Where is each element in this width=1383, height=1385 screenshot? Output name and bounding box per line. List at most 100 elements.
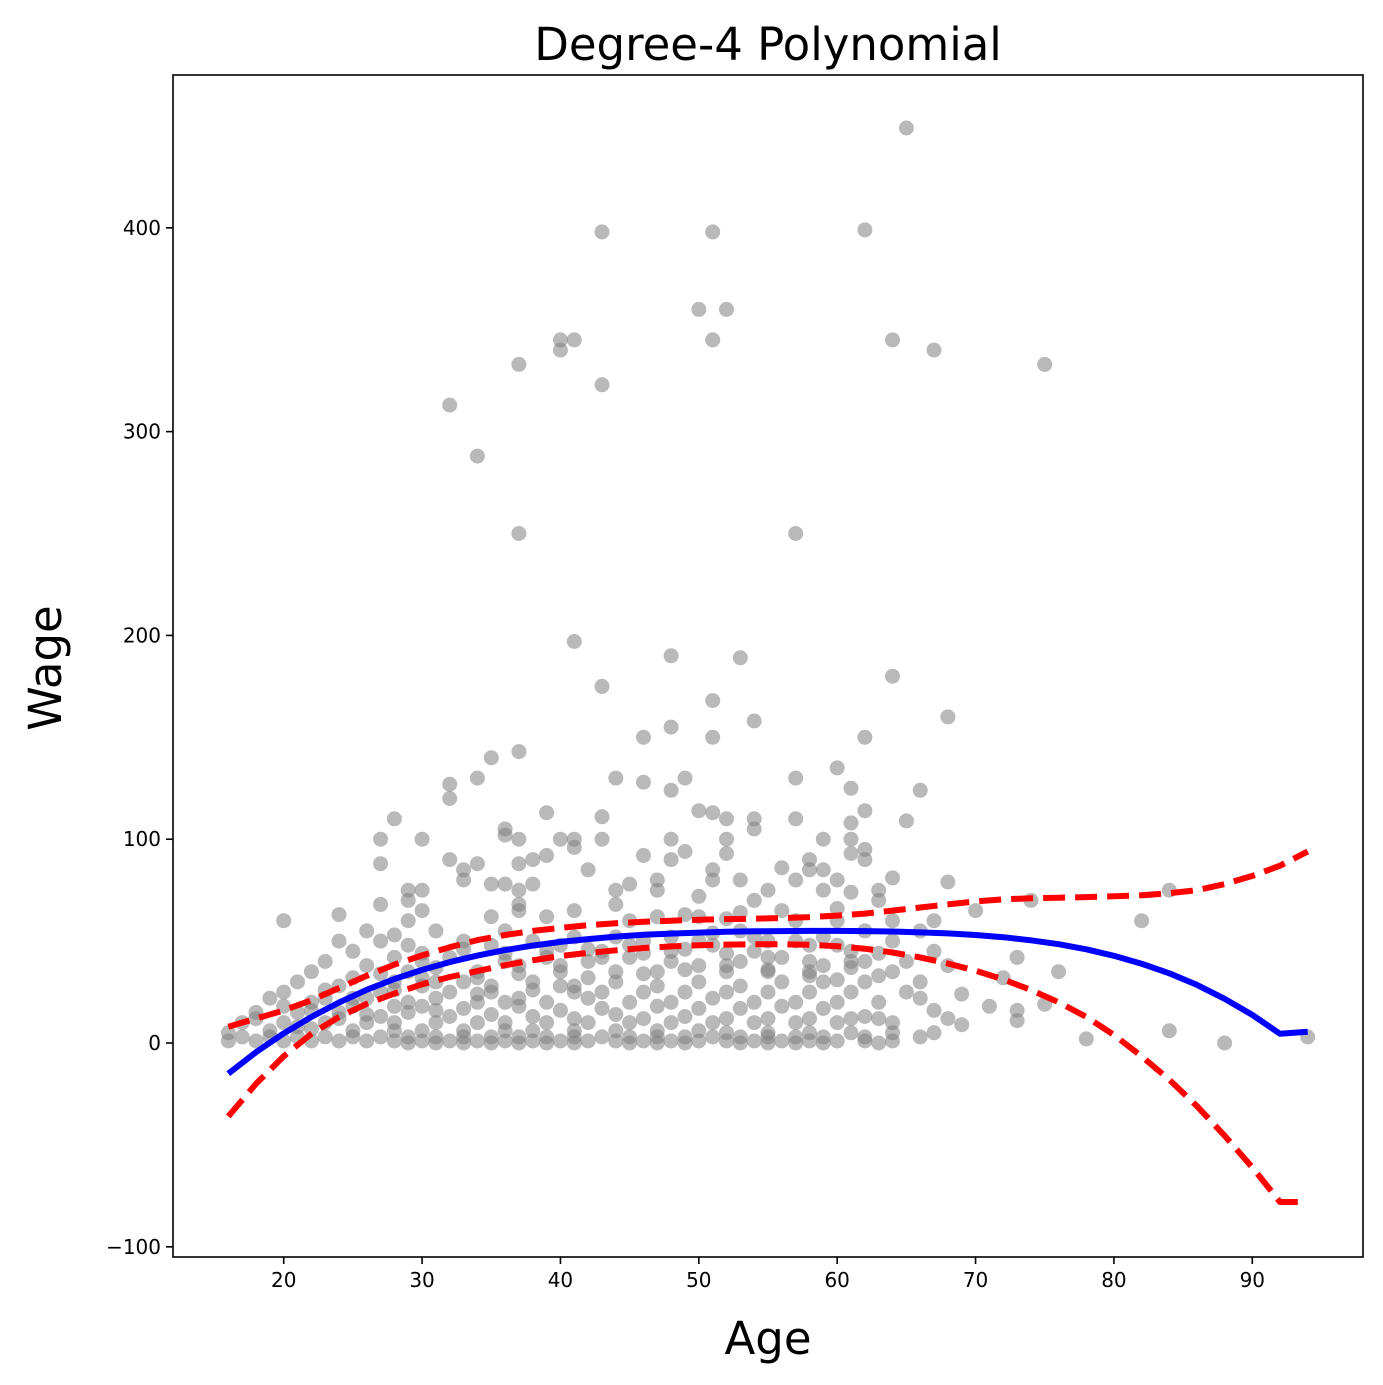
data-point	[677, 1035, 693, 1051]
data-point	[995, 970, 1011, 986]
data-point	[483, 1035, 499, 1051]
data-point	[829, 1033, 845, 1049]
data-point	[636, 729, 651, 745]
data-point	[746, 892, 762, 908]
data-point	[1009, 949, 1025, 965]
data-point	[691, 974, 707, 990]
data-point	[469, 770, 485, 786]
data-point	[843, 1011, 859, 1027]
data-point	[539, 848, 555, 863]
data-point	[677, 984, 693, 1000]
data-point	[871, 945, 887, 961]
data-point	[594, 809, 610, 825]
data-point	[898, 954, 914, 969]
data-point	[774, 860, 790, 876]
data-point	[843, 831, 859, 847]
data-point	[649, 978, 665, 994]
data-point	[898, 813, 914, 829]
data-point	[511, 990, 527, 1006]
data-point	[552, 1033, 568, 1049]
data-point	[511, 526, 527, 541]
data-point	[802, 984, 817, 1000]
data-point	[290, 974, 305, 990]
data-point	[802, 954, 817, 969]
data-point	[525, 852, 541, 868]
data-point	[663, 994, 679, 1010]
data-point	[1217, 1035, 1233, 1051]
x-tick-label: 60	[824, 1268, 849, 1292]
data-point	[428, 1035, 444, 1051]
data-point	[373, 831, 389, 847]
data-point	[857, 1033, 873, 1049]
data-point	[746, 1015, 762, 1031]
data-point	[788, 526, 804, 541]
x-axis: 20 30 40 50 60 70 80 90	[271, 1257, 1265, 1292]
data-point	[539, 805, 555, 821]
data-point	[636, 774, 651, 790]
upper-confidence-band	[227, 848, 1310, 1030]
data-point	[414, 903, 430, 919]
data-point	[815, 958, 831, 974]
data-point	[511, 1035, 527, 1051]
data-point	[649, 882, 665, 898]
data-point	[511, 966, 527, 982]
data-point	[857, 974, 873, 990]
data-point	[442, 984, 458, 1000]
data-point	[525, 1033, 541, 1049]
data-point	[829, 972, 845, 988]
data-point	[788, 770, 804, 786]
data-point	[622, 949, 638, 965]
data-point	[912, 990, 928, 1006]
data-point	[580, 970, 596, 986]
data-point	[885, 964, 900, 980]
data-point	[469, 986, 485, 1002]
data-point	[552, 831, 568, 847]
data-point	[594, 1000, 610, 1016]
data-point	[760, 1035, 776, 1051]
data-point	[1078, 1031, 1094, 1047]
data-point	[663, 648, 679, 664]
y-tick-label: 200	[123, 623, 161, 647]
data-point	[483, 984, 499, 1000]
data-point	[1134, 913, 1150, 929]
data-point	[1051, 964, 1067, 980]
data-point	[359, 923, 375, 939]
data-point	[719, 831, 734, 847]
data-point	[428, 990, 444, 1006]
data-point	[456, 1000, 472, 1016]
data-point	[400, 1004, 416, 1020]
x-tick-label: 80	[1101, 1268, 1126, 1292]
data-point	[608, 896, 624, 912]
data-point	[871, 892, 887, 908]
data-point	[760, 1011, 776, 1027]
data-point	[815, 862, 831, 878]
data-point	[829, 760, 845, 776]
data-point	[317, 1029, 333, 1045]
data-point	[1009, 1013, 1025, 1029]
data-point	[608, 974, 624, 990]
data-point	[843, 984, 859, 1000]
data-point	[746, 1033, 762, 1049]
plot-frame	[172, 74, 1364, 1258]
data-point	[414, 831, 430, 847]
data-point	[843, 884, 859, 900]
data-point	[414, 1033, 430, 1049]
lower-confidence-band	[226, 941, 1308, 1205]
data-point	[691, 1033, 707, 1049]
data-point	[234, 1029, 250, 1045]
data-point	[373, 933, 389, 949]
data-point	[386, 811, 402, 827]
data-point	[663, 852, 679, 868]
data-point	[566, 332, 582, 348]
data-point	[732, 1000, 748, 1016]
data-point	[373, 896, 389, 912]
data-point	[1037, 356, 1053, 372]
data-point	[885, 933, 900, 949]
data-point	[677, 1009, 693, 1024]
data-point	[940, 709, 956, 725]
data-point	[1161, 1023, 1177, 1039]
data-point	[386, 1033, 402, 1049]
data-point	[511, 744, 527, 760]
x-tick-label: 50	[686, 1268, 711, 1292]
data-point	[649, 1035, 665, 1051]
